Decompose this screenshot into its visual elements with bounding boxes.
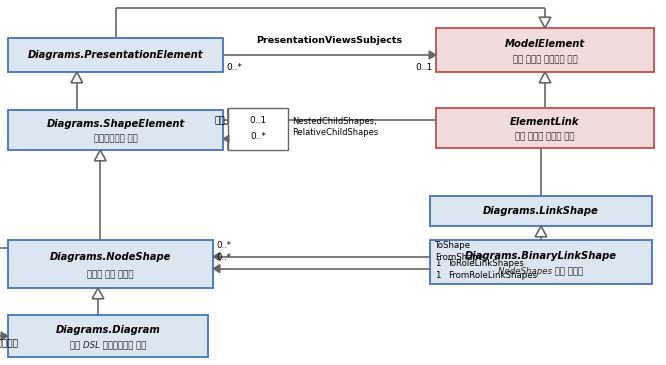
Text: 모든 DSL 다이어그램의 기본: 모든 DSL 다이어그램의 기본 bbox=[70, 341, 147, 350]
Text: 0..1: 0..1 bbox=[249, 116, 266, 125]
Text: PresentationViewsSubjects: PresentationViewsSubjects bbox=[256, 36, 402, 45]
Text: 0..*: 0..* bbox=[216, 253, 231, 262]
Polygon shape bbox=[429, 51, 436, 59]
Text: NestedChildShapes,
RelativeChildShapes: NestedChildShapes, RelativeChildShapes bbox=[292, 117, 378, 137]
Text: FromShape: FromShape bbox=[435, 253, 484, 262]
Polygon shape bbox=[539, 72, 551, 83]
Text: 모든 도메인 관계의 기본: 모든 도메인 관계의 기본 bbox=[515, 132, 575, 141]
FancyBboxPatch shape bbox=[436, 108, 654, 148]
Text: NodeShapes 간의 연결선: NodeShapes 간의 연결선 bbox=[498, 267, 583, 276]
Polygon shape bbox=[223, 135, 229, 142]
Text: Diagrams.PresentationElement: Diagrams.PresentationElement bbox=[28, 50, 203, 60]
Text: 0..*: 0..* bbox=[216, 241, 231, 250]
Text: Diagrams.BinaryLinkShape: Diagrams.BinaryLinkShape bbox=[465, 251, 617, 261]
Polygon shape bbox=[213, 264, 220, 273]
FancyBboxPatch shape bbox=[8, 38, 223, 72]
Polygon shape bbox=[1, 332, 8, 340]
FancyBboxPatch shape bbox=[8, 240, 213, 288]
Text: ElementLink: ElementLink bbox=[510, 118, 579, 127]
Text: 영역이 있는 셰이프: 영역이 있는 셰이프 bbox=[87, 270, 134, 279]
FancyBboxPatch shape bbox=[436, 28, 654, 72]
Text: ModelElement: ModelElement bbox=[505, 39, 585, 49]
Text: 0..*: 0..* bbox=[226, 63, 242, 72]
Text: Diagrams.NodeShape: Diagrams.NodeShape bbox=[50, 252, 171, 262]
Text: 1: 1 bbox=[435, 270, 440, 280]
FancyBboxPatch shape bbox=[228, 108, 288, 150]
Text: 다이어그램의 요소: 다이어그램의 요소 bbox=[94, 134, 137, 143]
Text: 1: 1 bbox=[435, 259, 440, 268]
Polygon shape bbox=[71, 72, 83, 83]
Text: Diagrams.Diagram: Diagrams.Diagram bbox=[56, 325, 161, 335]
Polygon shape bbox=[539, 17, 551, 28]
Text: ToRoleLinkShapes: ToRoleLinkShapes bbox=[448, 259, 525, 268]
Polygon shape bbox=[535, 226, 547, 237]
Text: ToShape: ToShape bbox=[435, 241, 471, 250]
Text: Diagrams.LinkShape: Diagrams.LinkShape bbox=[483, 206, 599, 216]
Text: FromRoleLinkShapes: FromRoleLinkShapes bbox=[448, 270, 537, 280]
FancyBboxPatch shape bbox=[430, 240, 652, 284]
FancyBboxPatch shape bbox=[430, 196, 652, 226]
FancyBboxPatch shape bbox=[8, 315, 208, 357]
Text: 모든 도메인 클래스의 기본: 모든 도메인 클래스의 기본 bbox=[513, 55, 577, 64]
Text: 부모: 부모 bbox=[214, 116, 225, 125]
Polygon shape bbox=[95, 150, 106, 161]
Polygon shape bbox=[213, 253, 220, 261]
Text: 0..1: 0..1 bbox=[416, 63, 433, 72]
Text: Diagrams.ShapeElement: Diagrams.ShapeElement bbox=[47, 119, 184, 130]
Text: 0..*: 0..* bbox=[250, 132, 266, 141]
Text: 다이어그램: 다이어그램 bbox=[0, 339, 19, 348]
Polygon shape bbox=[92, 288, 104, 299]
FancyBboxPatch shape bbox=[8, 110, 223, 150]
